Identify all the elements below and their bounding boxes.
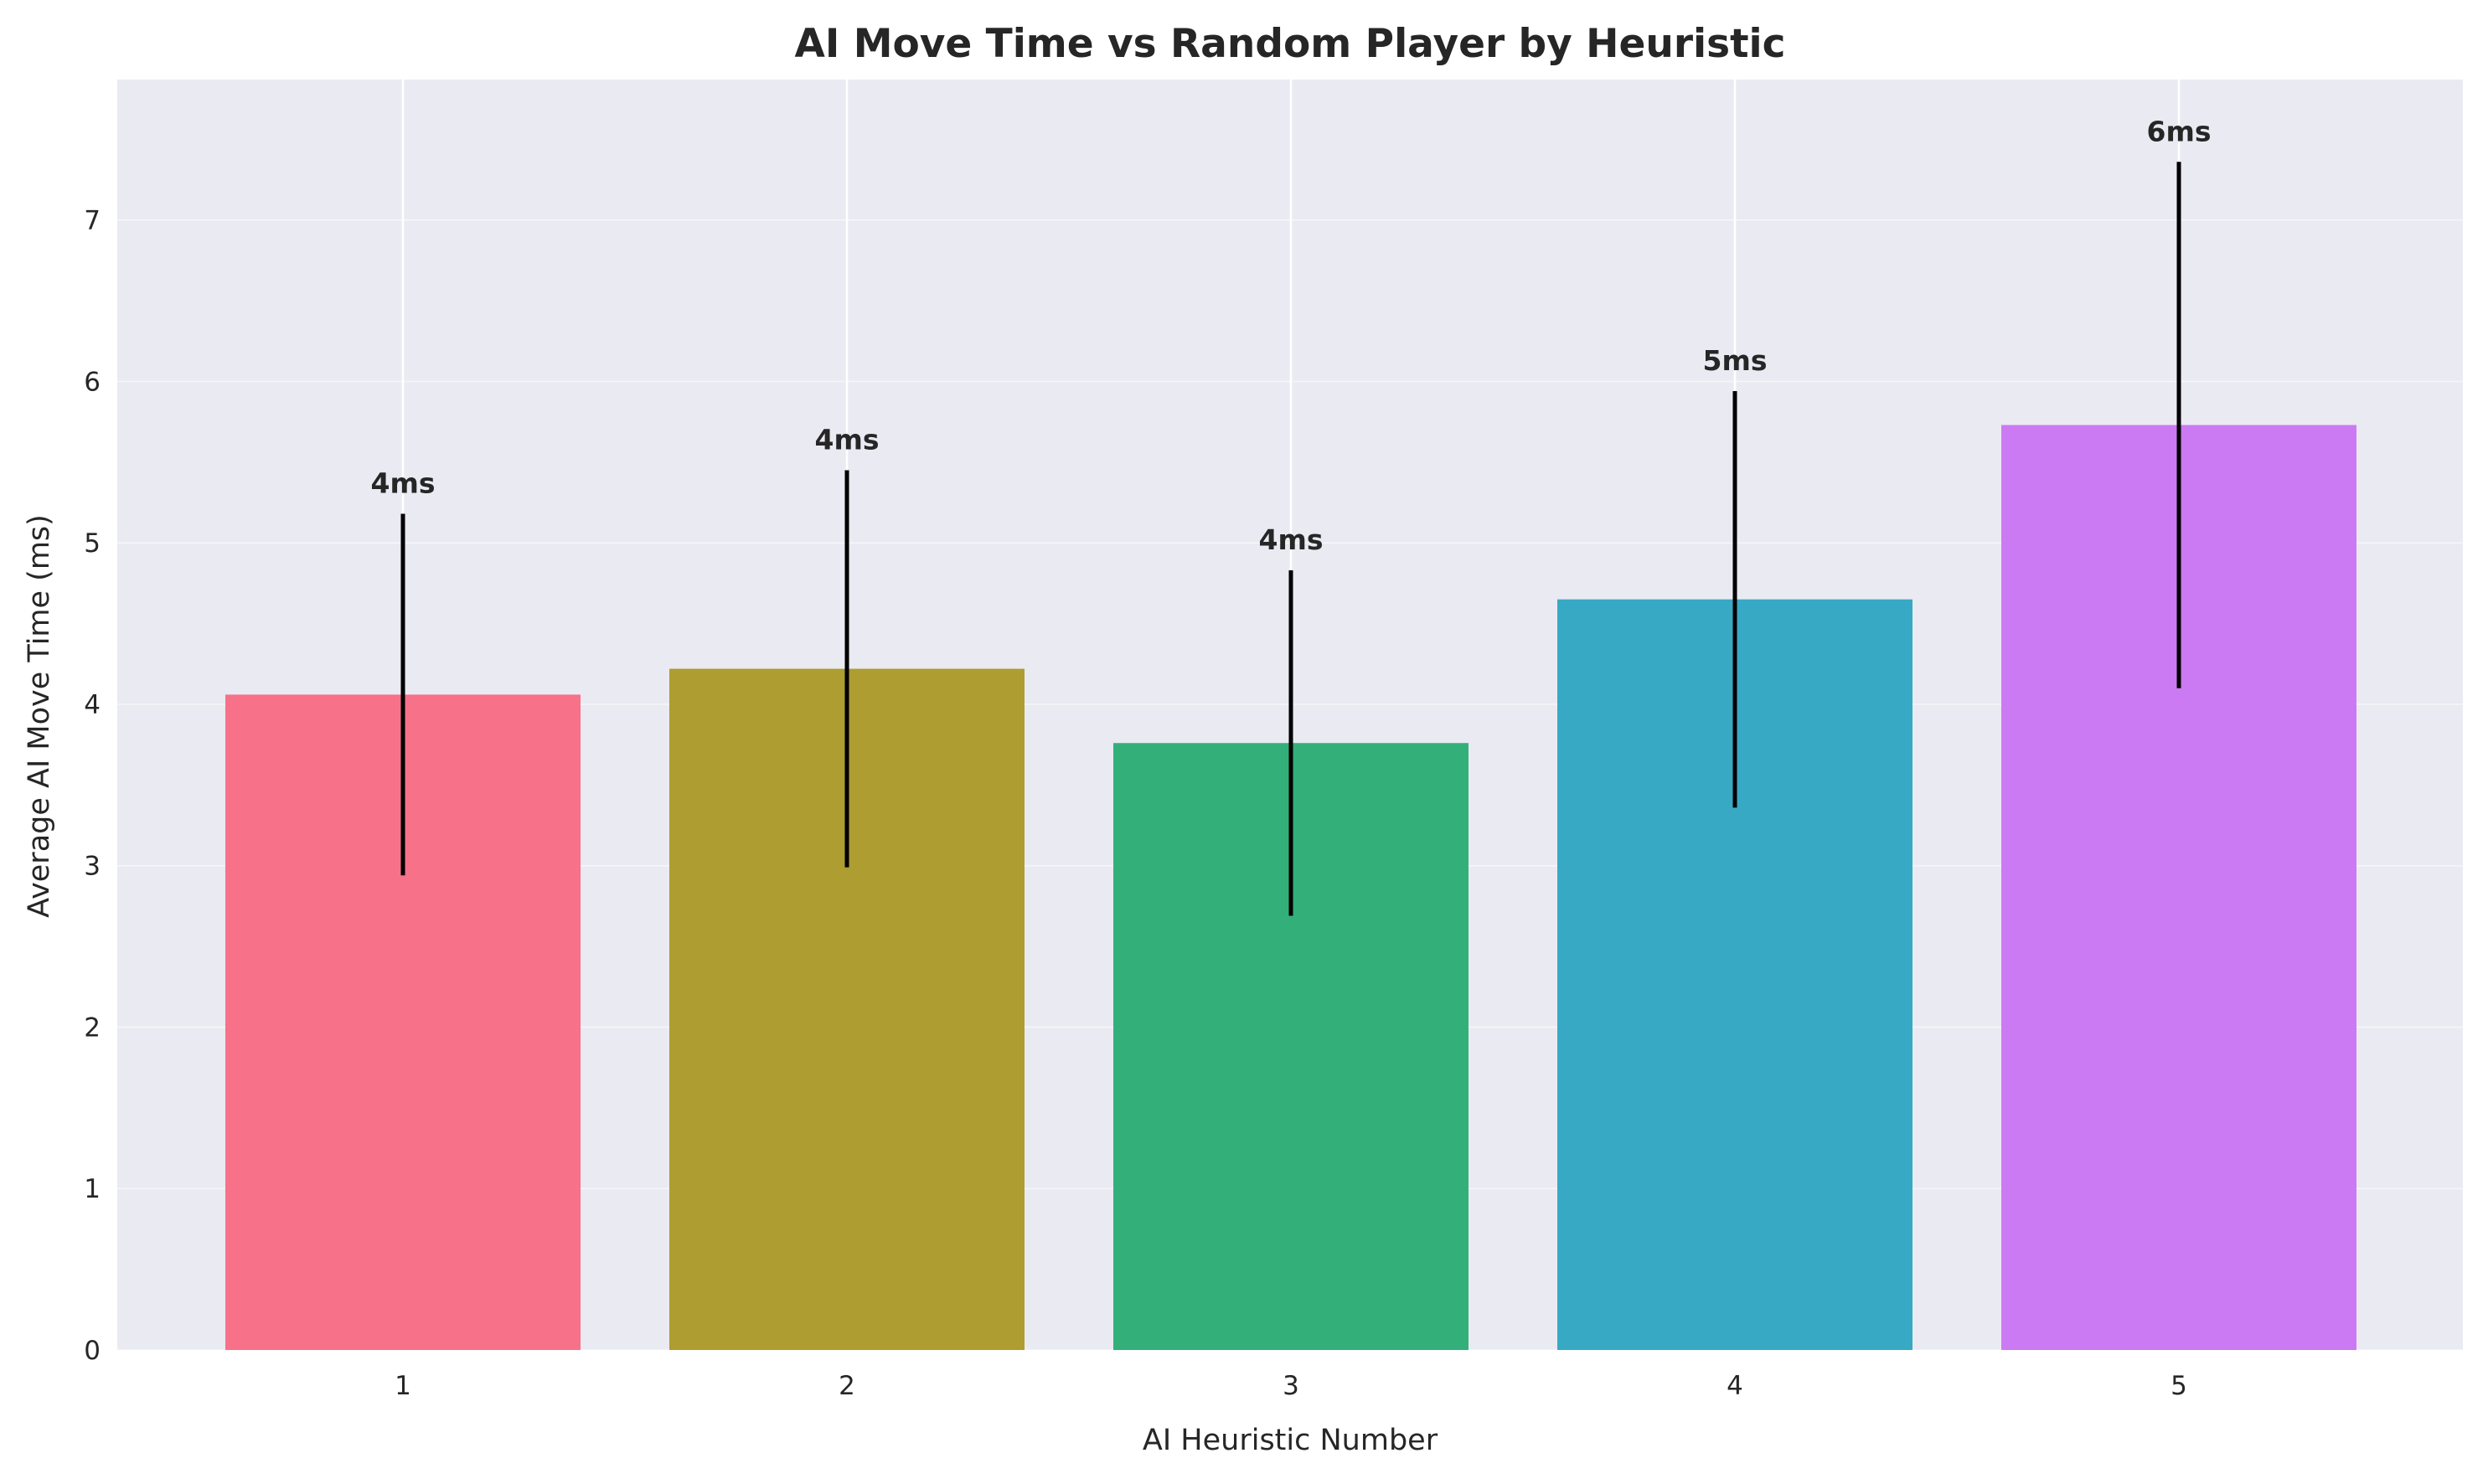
data-label: 6ms [2147, 115, 2212, 147]
y-axis-ticks: 0 1 2 3 4 5 6 7 [84, 206, 101, 1366]
data-label: 4ms [815, 423, 880, 456]
x-tick-label: 2 [839, 1371, 855, 1401]
y-tick-label: 6 [84, 367, 101, 397]
y-tick-label: 5 [84, 528, 101, 559]
data-labels: 4ms 4ms 4ms 5ms 6ms [371, 115, 2212, 556]
y-tick-label: 7 [84, 206, 101, 236]
data-label: 4ms [1259, 523, 1324, 556]
y-tick-label: 3 [84, 852, 101, 882]
chart-title: AI Move Time vs Random Player by Heurist… [794, 21, 1785, 67]
y-tick-label: 2 [84, 1013, 101, 1043]
y-axis-label: Average AI Move Time (ms) [23, 514, 56, 918]
y-tick-label: 0 [84, 1336, 101, 1366]
x-tick-label: 1 [395, 1371, 411, 1401]
x-axis-ticks: 1 2 3 4 5 [395, 1371, 2187, 1401]
error-bars [400, 162, 2181, 916]
data-label: 4ms [371, 467, 436, 500]
x-axis-label: AI Heuristic Number [1143, 1424, 1438, 1457]
x-tick-label: 3 [1283, 1371, 1299, 1401]
y-tick-label: 1 [84, 1174, 101, 1204]
y-tick-label: 4 [84, 690, 101, 720]
x-tick-label: 5 [2171, 1371, 2187, 1401]
x-tick-label: 4 [1727, 1371, 1743, 1401]
data-label: 5ms [1703, 344, 1768, 377]
